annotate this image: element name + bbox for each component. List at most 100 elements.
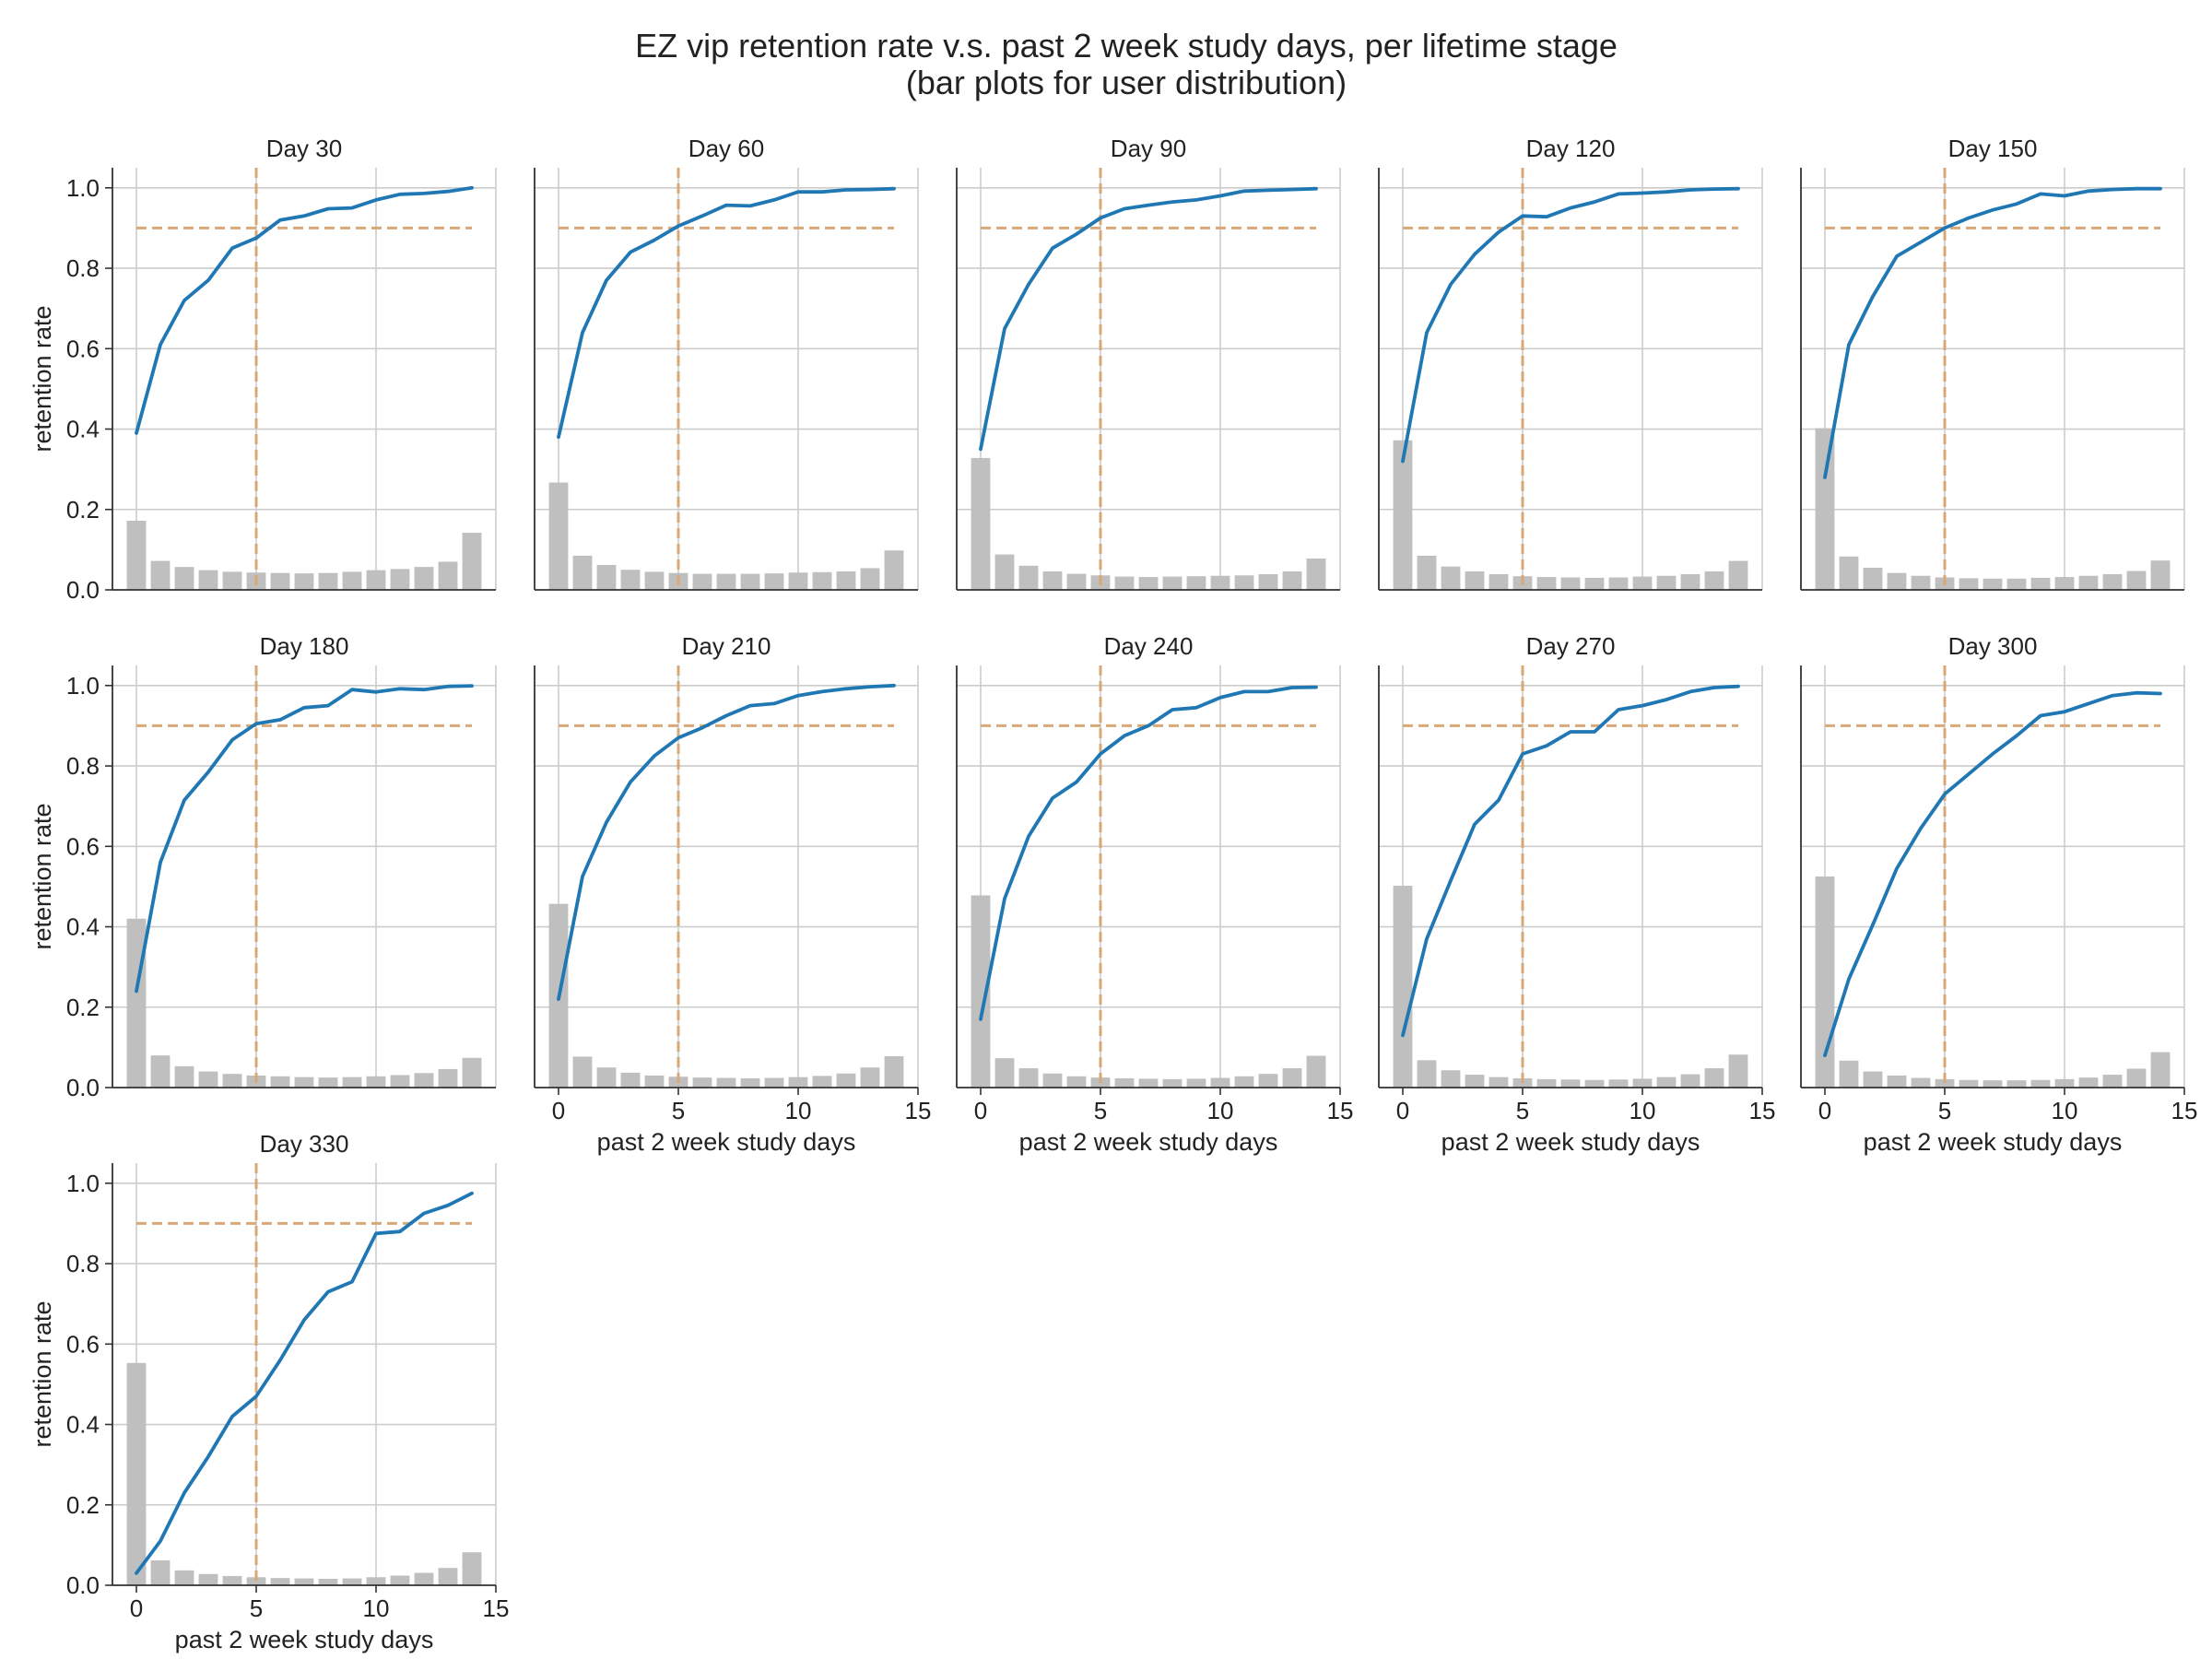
distribution-bar xyxy=(1863,568,1883,590)
distribution-bar xyxy=(294,1077,314,1088)
y-tick-label: 0.0 xyxy=(66,1571,100,1599)
x-tick-label: 5 xyxy=(250,1594,263,1622)
y-tick-label: 1.0 xyxy=(66,672,100,700)
distribution-bar xyxy=(390,569,410,590)
x-tick-label: 10 xyxy=(785,1097,812,1124)
y-tick-label: 0.8 xyxy=(66,1250,100,1277)
distribution-bar xyxy=(836,1073,856,1088)
distribution-bar xyxy=(1210,575,1230,590)
distribution-bar xyxy=(1935,1078,1955,1088)
distribution-bar xyxy=(1066,573,1087,590)
panel-day-180: Day 180 0.0 0.2 0.4 0.6 0.8 1.0 retention rate xyxy=(29,632,497,1101)
distribution-bar xyxy=(2054,577,2075,590)
distribution-bar xyxy=(1815,428,1835,590)
panel-title: Day 120 xyxy=(1526,135,1616,162)
y-axis-label: retention rate xyxy=(29,803,56,949)
distribution-bar xyxy=(716,1077,736,1088)
y-tick-label: 0.2 xyxy=(66,496,100,524)
retention-line xyxy=(979,685,1318,1021)
distribution-bar xyxy=(1066,1076,1087,1088)
distribution-bar xyxy=(270,572,290,590)
retention-line xyxy=(135,684,474,994)
distribution-bar xyxy=(812,571,832,590)
y-tick-label: 0.8 xyxy=(66,752,100,780)
y-tick-label: 0.4 xyxy=(66,416,100,443)
distribution-bar xyxy=(462,1552,482,1585)
y-tick-label: 0.0 xyxy=(66,576,100,604)
distribution-bar xyxy=(1536,1078,1557,1088)
distribution-bar xyxy=(1042,1073,1063,1088)
distribution-bar xyxy=(198,1573,218,1585)
distribution-bar xyxy=(1584,577,1605,590)
distribution-bar xyxy=(1704,1068,1724,1088)
retention-line xyxy=(135,1191,474,1575)
panel-title: Day 300 xyxy=(1948,632,2038,660)
retention-line xyxy=(1823,186,2162,479)
distribution-bar xyxy=(692,1077,712,1088)
distribution-bar xyxy=(1306,558,1326,590)
distribution-bar xyxy=(1441,1070,1461,1088)
y-tick-label: 0.8 xyxy=(66,254,100,282)
distribution-bar xyxy=(2006,1080,2027,1088)
distribution-bar xyxy=(390,1575,410,1585)
distribution-bar xyxy=(1728,1054,1748,1088)
distribution-bar xyxy=(1162,1078,1182,1088)
panel-day-90: Day 90 xyxy=(956,135,1341,591)
distribution-bar xyxy=(1911,575,1931,590)
distribution-bar xyxy=(2102,1075,2123,1088)
distribution-bar xyxy=(174,1570,194,1585)
distribution-bar xyxy=(971,457,991,590)
y-axis-label: retention rate xyxy=(29,1300,56,1447)
distribution-bar xyxy=(150,560,171,590)
panel-day-210: Day 210 0 5 10 15 past 2 week study days xyxy=(534,632,931,1156)
distribution-bar xyxy=(1887,572,1907,590)
x-tick-label: 5 xyxy=(1516,1097,1529,1124)
x-axis-label: past 2 week study days xyxy=(1441,1128,1700,1156)
x-axis-label: past 2 week study days xyxy=(1019,1128,1278,1156)
distribution-bar xyxy=(126,918,147,1088)
distribution-bar xyxy=(764,1077,784,1088)
x-tick-label: 5 xyxy=(1094,1097,1107,1124)
distribution-bar xyxy=(1138,577,1159,590)
distribution-bar xyxy=(150,1559,171,1585)
distribution-bar xyxy=(1680,573,1700,590)
distribution-bar xyxy=(1632,576,1653,590)
distribution-bar xyxy=(812,1076,832,1088)
distribution-bar xyxy=(1210,1077,1230,1088)
distribution-bar xyxy=(2078,575,2099,590)
distribution-bar xyxy=(2054,1078,2075,1088)
panel-title: Day 240 xyxy=(1104,632,1194,660)
distribution-bar xyxy=(438,1068,458,1088)
distribution-bar xyxy=(342,571,362,590)
distribution-bar xyxy=(1608,1079,1629,1088)
distribution-bar xyxy=(620,1072,641,1088)
distribution-bar xyxy=(1417,1060,1437,1088)
distribution-bar xyxy=(294,573,314,590)
distribution-bar xyxy=(1306,1055,1326,1088)
distribution-bar xyxy=(2102,573,2123,590)
distribution-bar xyxy=(2006,578,2027,590)
distribution-bar xyxy=(2126,1068,2147,1088)
distribution-bar xyxy=(1162,576,1182,590)
y-tick-label: 0.6 xyxy=(66,1330,100,1358)
distribution-bar xyxy=(1863,1071,1883,1088)
distribution-bar xyxy=(222,1575,242,1585)
distribution-bar xyxy=(294,1578,314,1585)
distribution-bar xyxy=(462,1057,482,1088)
x-tick-label: 5 xyxy=(672,1097,685,1124)
y-tick-label: 0.6 xyxy=(66,832,100,860)
distribution-bar xyxy=(174,567,194,590)
panel-day-150: Day 150 xyxy=(1800,135,2185,591)
distribution-bar xyxy=(740,1077,760,1088)
x-tick-label: 10 xyxy=(363,1594,390,1622)
distribution-bar xyxy=(1839,556,1859,590)
distribution-bar xyxy=(270,1076,290,1088)
distribution-bar xyxy=(198,1071,218,1088)
distribution-bar xyxy=(1465,1075,1485,1088)
y-tick-label: 0.2 xyxy=(66,994,100,1021)
panel-day-300: Day 300 0 5 10 15 past 2 week study days xyxy=(1800,632,2197,1156)
distribution-bar xyxy=(2150,1052,2171,1088)
distribution-bar xyxy=(1393,886,1413,1088)
panel-title: Day 330 xyxy=(260,1130,349,1158)
